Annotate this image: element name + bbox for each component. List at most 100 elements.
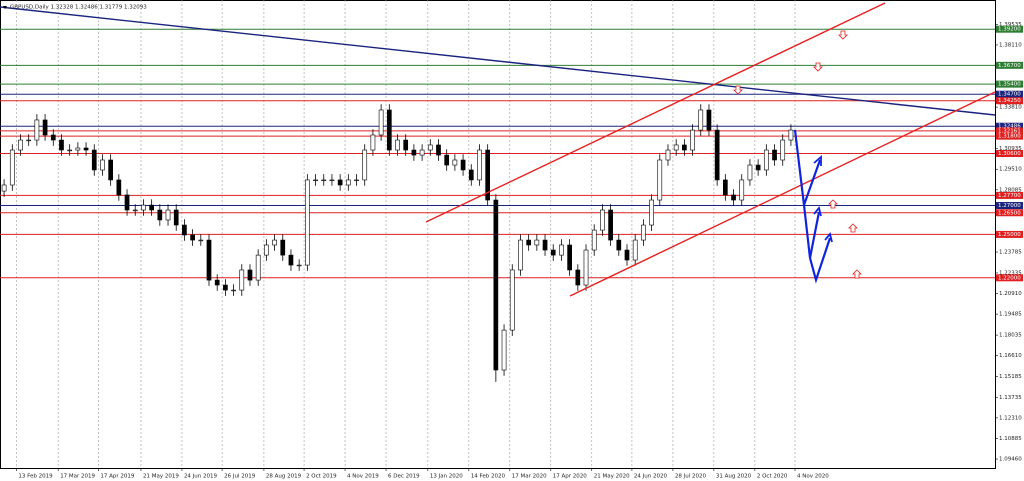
candle-body <box>690 129 695 151</box>
x-tick-label: 28 Aug 2019 <box>266 474 302 480</box>
candle-body <box>747 164 753 181</box>
trendlines <box>0 2 996 297</box>
candle-body <box>67 149 73 152</box>
candle-body <box>223 284 228 291</box>
x-tick-label: 13 Feb 2019 <box>18 474 53 480</box>
candle-body <box>567 244 572 271</box>
candle-body <box>772 149 777 161</box>
level-label: 1.35400 <box>998 82 1021 88</box>
up-arrow <box>848 223 858 233</box>
y-tick-label: 1.28085 <box>999 187 1022 193</box>
x-tick-label: 24 Jun 2019 <box>184 474 218 480</box>
chart-title: GBPUSD,Daily 1.32328 1.32486 1.31779 1.3… <box>10 5 147 11</box>
candle-body <box>247 269 253 281</box>
level-label-bg <box>996 122 1023 130</box>
candle-body <box>42 119 48 136</box>
x-tick-label: 21 May 2020 <box>594 474 630 480</box>
candle-body <box>427 144 433 151</box>
candle-body <box>108 159 113 181</box>
candle-body <box>739 179 745 201</box>
down-arrow <box>813 62 823 72</box>
level-label-bg <box>996 191 1023 199</box>
candle-body <box>26 139 32 142</box>
candle-body <box>132 209 138 212</box>
arrow-head <box>813 155 822 166</box>
x-tick-label: 6 Dec 2019 <box>388 474 420 480</box>
arrow-head <box>824 232 833 243</box>
candle-body <box>59 139 64 151</box>
candle-body <box>682 144 687 151</box>
x-tick-label: 26 Jul 2019 <box>224 474 256 480</box>
level-label: 1.39200 <box>998 27 1021 33</box>
x-tick-label: 17 Mar 2019 <box>60 474 95 480</box>
y-tick-label: 1.22335 <box>999 270 1022 276</box>
candle-body <box>600 209 605 231</box>
candle-body <box>403 139 409 151</box>
y-tick-label: 1.18035 <box>999 333 1022 339</box>
candle-body <box>313 179 318 182</box>
y-tick-label: 1.09460 <box>999 457 1022 463</box>
menu-icon <box>3 6 7 9</box>
level-label-bg <box>996 61 1023 69</box>
candle-body <box>419 149 425 156</box>
candle-body <box>763 149 769 171</box>
level-label: 1.27700 <box>998 193 1021 199</box>
candle-body <box>264 244 269 256</box>
candle-body <box>157 209 163 221</box>
y-tick-label: 1.12310 <box>999 415 1022 421</box>
candle-body <box>165 209 171 221</box>
x-tick-label: 2 Oct 2020 <box>757 474 788 480</box>
candle-body <box>34 119 40 141</box>
candle-body <box>124 194 130 211</box>
candle-body <box>591 229 597 251</box>
candle-body <box>255 254 261 281</box>
candle-body <box>559 244 564 256</box>
candle-body <box>641 224 646 241</box>
x-tick-label: 17 Apr 2020 <box>553 474 588 480</box>
candle-body <box>731 194 736 201</box>
candle-body <box>173 209 179 226</box>
up-arrow <box>828 199 838 209</box>
candle-body <box>141 204 146 211</box>
y-tick-label: 1.13735 <box>999 395 1022 401</box>
candle-body <box>788 129 794 141</box>
level-label: 1.27000 <box>998 203 1021 209</box>
candle-body <box>91 149 97 171</box>
candle-body <box>378 109 384 136</box>
projection <box>808 237 832 284</box>
candle-body <box>272 239 277 246</box>
x-tick-label: 31 Aug 2020 <box>716 474 752 480</box>
candle-body <box>534 239 540 246</box>
y-tick-label: 1.16610 <box>999 353 1022 359</box>
candle-body <box>395 139 400 151</box>
candle-body <box>624 249 630 261</box>
candle-body <box>755 164 761 171</box>
candle-body <box>436 144 441 156</box>
candle-body <box>198 239 204 242</box>
level-label: 1.31800 <box>998 134 1021 140</box>
level-label-bg <box>996 80 1023 88</box>
y-tick-label: 1.19485 <box>999 312 1022 318</box>
candle-body <box>18 139 23 151</box>
down-arrow <box>838 30 848 40</box>
candle-body <box>468 169 474 181</box>
candle-body <box>698 109 704 131</box>
candle-body <box>190 234 195 241</box>
candle-body <box>632 239 638 261</box>
candle-body <box>526 239 531 246</box>
candle-body <box>673 144 679 151</box>
y-tick-label: 1.30935 <box>999 146 1022 152</box>
candle-body <box>444 154 450 166</box>
candle-body <box>75 147 81 151</box>
candle-body <box>452 159 458 166</box>
candle-body <box>649 199 654 226</box>
candle-body <box>542 239 548 251</box>
candle-body <box>509 269 515 331</box>
candles <box>1 104 794 382</box>
candle-body <box>321 179 327 182</box>
candle-body <box>354 179 359 182</box>
x-tick-label: 2 Oct 2019 <box>306 474 337 480</box>
candle-body <box>608 209 613 241</box>
candle-body <box>583 249 589 286</box>
x-tick-label: 13 Jan 2020 <box>430 474 463 480</box>
